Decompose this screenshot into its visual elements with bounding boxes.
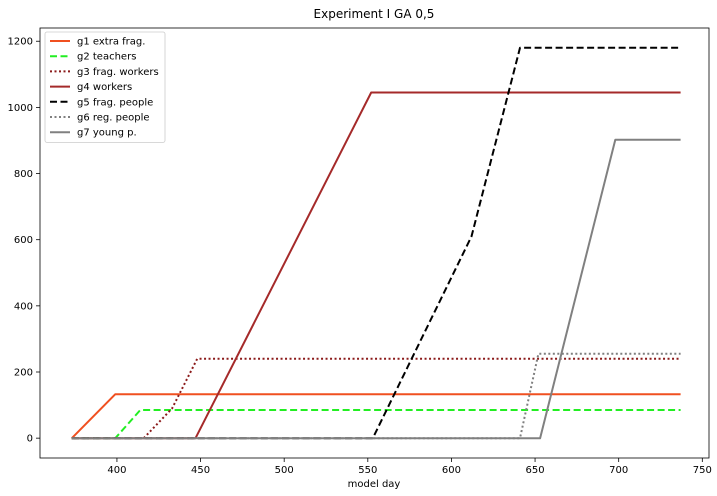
- x-tick-label: 750: [693, 465, 712, 476]
- y-tick-label: 600: [14, 235, 33, 246]
- y-tick-label: 1200: [8, 37, 33, 48]
- x-tick-label: 550: [358, 465, 377, 476]
- x-axis-label: model day: [348, 479, 401, 490]
- plot-frame: [39, 27, 710, 459]
- legend: g1 extra frag. g2 teachers g3 frag. worker…: [44, 31, 166, 143]
- y-tick-label: 0: [27, 434, 33, 445]
- x-tick-label: 600: [442, 465, 461, 476]
- x-tick-label: 650: [526, 465, 545, 476]
- legend-label: g7 young p.: [77, 128, 137, 139]
- x-tick-label: 400: [107, 465, 126, 476]
- legend-label: g4 workers: [77, 82, 132, 93]
- series-line-g4: [71, 91, 681, 440]
- y-tick-label: 800: [14, 169, 33, 180]
- y-tick-label: 1000: [8, 103, 33, 114]
- legend-box: [44, 31, 166, 143]
- y-tick-label: 400: [14, 301, 33, 312]
- y-axis: 0 200 400 600 800 1000 1200: [8, 37, 40, 445]
- x-tick-label: 700: [609, 465, 628, 476]
- series-line-g7: [71, 138, 681, 440]
- series-line-g2: [71, 409, 681, 440]
- legend-label: g5 frag. people: [77, 97, 153, 108]
- x-axis: 400 450 500 550 600 650 700 750: [107, 458, 712, 476]
- plot-area: [71, 46, 681, 440]
- legend-label: g2 teachers: [77, 52, 136, 63]
- legend-label: g1 extra frag.: [77, 37, 145, 48]
- x-tick-label: 450: [191, 465, 210, 476]
- x-tick-label: 500: [275, 465, 294, 476]
- series-line-g1: [71, 393, 681, 439]
- chart-title: Experiment I GA 0,5: [314, 7, 435, 21]
- legend-label: g6 reg. people: [77, 113, 150, 124]
- series-line-g3: [71, 357, 681, 440]
- y-tick-label: 200: [14, 368, 33, 379]
- legend-label: g3 frag. workers: [77, 67, 159, 78]
- series-line-g6: [71, 352, 681, 440]
